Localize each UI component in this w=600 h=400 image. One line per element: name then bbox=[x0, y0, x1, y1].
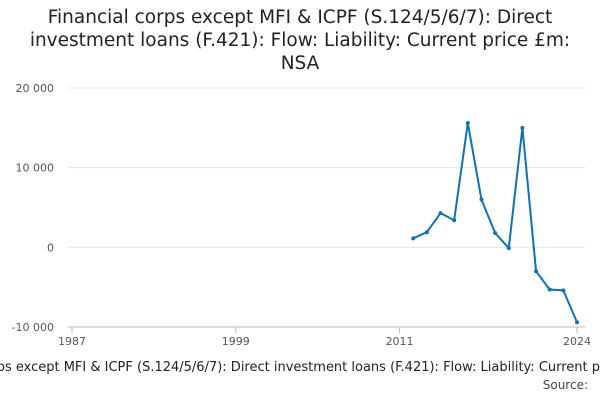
point bbox=[520, 125, 525, 130]
point bbox=[411, 236, 416, 241]
point bbox=[452, 218, 457, 223]
point bbox=[575, 320, 579, 325]
point bbox=[547, 287, 552, 292]
point bbox=[534, 269, 539, 274]
x-tick-label: 2024 bbox=[563, 335, 591, 348]
x-tick-label: 1987 bbox=[58, 335, 86, 348]
point bbox=[465, 121, 470, 126]
point bbox=[479, 197, 484, 202]
y-tick-label: 20 000 bbox=[16, 82, 55, 95]
x-tick-label: 2011 bbox=[386, 335, 414, 348]
line bbox=[412, 122, 578, 323]
point bbox=[506, 246, 511, 251]
y-tick-label: -10 000 bbox=[12, 321, 54, 334]
x-tick-label: 1999 bbox=[222, 335, 250, 348]
source: Source: bbox=[542, 378, 588, 392]
point bbox=[424, 230, 429, 235]
point bbox=[438, 211, 443, 216]
footer-title: Financial corps except MFI & ICPF (S.124… bbox=[0, 360, 600, 378]
y-tick-label: 0 bbox=[47, 241, 54, 254]
footer-title-text: Financial corps except MFI & ICPF (S.124… bbox=[0, 360, 600, 375]
point bbox=[493, 230, 498, 235]
y-tick-label: 10 000 bbox=[16, 162, 55, 175]
chart-title: Financial corps except MFI & ICPF (S.124… bbox=[29, 7, 571, 74]
point bbox=[561, 288, 566, 293]
